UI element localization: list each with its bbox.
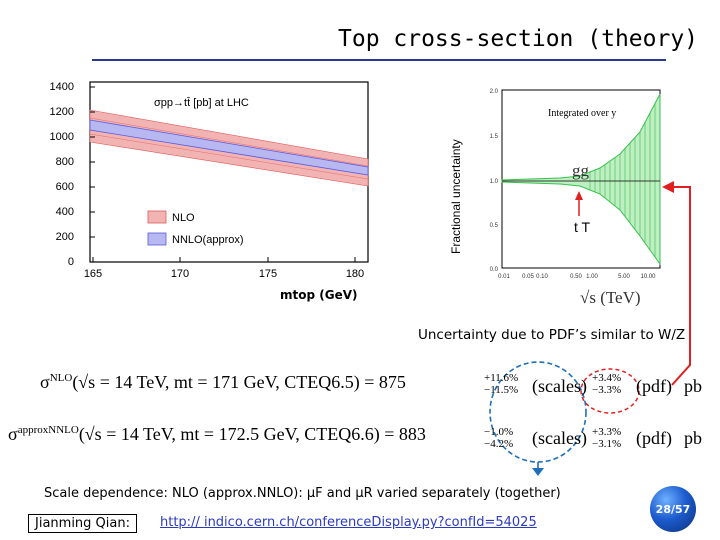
y-tick-label: 0.5 [490, 223, 499, 229]
eq-scale-errors: +11.6% −11.5% [484, 372, 518, 396]
conference-link[interactable]: http:// indico.cern.ch/conferenceDisplay… [160, 515, 537, 530]
page-number-badge: 28/57 [650, 486, 696, 532]
eq-pdf-label: (pdf) [636, 376, 672, 396]
eq-error-up: +3.4% [592, 372, 622, 384]
pdf-connector-arrow [662, 181, 691, 386]
eq-pdf-errors: +3.3% −3.1% [592, 426, 621, 450]
eq-scale-label: (scales) [532, 376, 587, 396]
y-tick-label: 0.0 [490, 267, 499, 273]
eq-unit: pb [684, 376, 702, 396]
eq-error-up: +11.6% [484, 372, 519, 384]
fractional-uncertainty-plot: Fractional uncertainty Integrated over y… [449, 89, 661, 306]
y-tick-label: 1400 [50, 81, 74, 93]
y-tick-label: 600 [56, 181, 74, 193]
x-tick-label: 170 [171, 268, 189, 280]
title-divider [92, 59, 666, 61]
eq-error-down: −3.3% [592, 384, 622, 396]
eq-unit: pb [684, 428, 702, 448]
legend-label-nlo: NLO [172, 212, 195, 224]
eq-sigma: σ [40, 372, 50, 392]
y-tick-label: 1000 [50, 131, 74, 143]
legend-swatch-nnlo [147, 232, 167, 246]
scale-dependence-note: Scale dependence: NLO (approx.NNLO): μF … [44, 486, 561, 501]
eq-scale-label: (scales) [532, 428, 587, 448]
x-tick-label: 0.10 [536, 274, 548, 280]
x-tick-label: 0.01 [498, 274, 510, 280]
x-tick-label: 180 [346, 268, 364, 280]
x-tick-label: 165 [84, 268, 102, 280]
x-tick-label: 0.05 [522, 274, 534, 280]
legend-swatch-nlo [147, 210, 167, 224]
eq-pdf-label: (pdf) [636, 428, 672, 448]
eq-error-down: −11.5% [484, 384, 519, 396]
y-tick-label: 1.5 [490, 134, 499, 140]
x-tick-label: 10.00 [640, 274, 656, 280]
y-tick-label: 1.0 [490, 179, 499, 185]
y-tick-label: 0 [68, 256, 74, 268]
eq-error-up: −1.0% [484, 426, 514, 438]
cross-section-plot: 1400 1200 1000 800 600 400 200 0 165 170… [50, 81, 369, 280]
eq-superscript: NLO [49, 372, 73, 384]
integrated-annotation: Integrated over y [548, 108, 616, 119]
tt-label: t T [574, 219, 591, 235]
x-tick-label: 5.00 [618, 274, 630, 280]
eq-error-down: −3.1% [592, 438, 622, 450]
x-tick-label: 175 [259, 268, 277, 280]
x-tick-label: 1.00 [586, 274, 598, 280]
eq-superscript: approxNNLO [17, 424, 79, 436]
y-tick-label: 2.0 [490, 89, 499, 95]
x-tick-label: 0.50 [570, 274, 582, 280]
eq-pdf-errors: +3.4% −3.3% [592, 372, 621, 396]
y-tick-label: 800 [56, 156, 74, 168]
pdf-highlight [580, 368, 640, 414]
eq-error-down: −4.2% [484, 438, 514, 450]
eq-error-up: +3.3% [592, 426, 622, 438]
gg-label: gg [572, 161, 590, 180]
eq-scale-errors: −1.0% −4.2% [484, 426, 513, 450]
equation-nnlo: σapproxNNLO(√s = 14 TeV, mt = 172.5 GeV,… [8, 424, 426, 445]
scale-highlight [489, 361, 587, 476]
eq-args: (√s = 14 TeV, mt = 171 GeV, CTEQ6.5) = 8… [72, 372, 406, 392]
gg-uncertainty-band [501, 93, 661, 266]
left-x-axis-label: mtop (GeV) [280, 288, 358, 302]
legend-label-nnlo: NNLO(approx) [172, 234, 244, 246]
legend-title: σpp→tt̄ [pb] at LHC [154, 97, 249, 109]
slide-title: Top cross-section (theory) [338, 26, 699, 52]
right-y-axis-label: Fractional uncertainty [449, 139, 463, 254]
y-tick-label: 1200 [50, 106, 74, 118]
equation-nlo: σNLO(√s = 14 TeV, mt = 171 GeV, CTEQ6.5)… [40, 372, 406, 393]
eq-args: (√s = 14 TeV, mt = 172.5 GeV, CTEQ6.6) =… [78, 424, 426, 444]
eq-sigma: σ [8, 424, 18, 444]
right-x-axis-label: √s (TeV) [580, 288, 641, 306]
tt-pointer-arrowhead [575, 191, 583, 200]
pdf-uncertainty-note: Uncertainty due to PDF’s similar to W/Z [418, 327, 686, 343]
y-tick-label: 200 [56, 231, 74, 243]
nnlo-band [89, 119, 369, 176]
author-label: Jianming Qian: [28, 514, 137, 533]
y-tick-label: 400 [56, 206, 74, 218]
